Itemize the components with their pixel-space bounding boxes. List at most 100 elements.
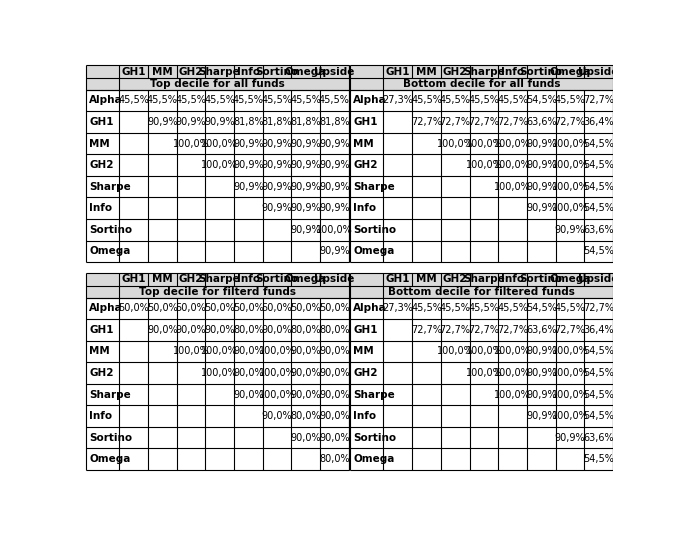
Bar: [350, 273, 613, 470]
Text: Sortino: Sortino: [353, 225, 396, 235]
Bar: [350, 78, 613, 89]
Text: Info: Info: [89, 411, 112, 421]
Text: Sortino: Sortino: [89, 225, 132, 235]
Text: 45,5%: 45,5%: [290, 95, 321, 105]
Text: Upside: Upside: [314, 66, 355, 77]
Text: 90,9%: 90,9%: [176, 117, 206, 127]
Text: 100,0%: 100,0%: [466, 139, 502, 149]
Text: 90,9%: 90,9%: [526, 181, 556, 192]
Text: 90,0%: 90,0%: [290, 433, 321, 442]
Text: 80,0%: 80,0%: [290, 411, 321, 421]
Text: 90,0%: 90,0%: [147, 325, 178, 335]
Text: 90,9%: 90,9%: [526, 368, 556, 378]
Text: 100,0%: 100,0%: [552, 411, 588, 421]
Text: Alpha: Alpha: [353, 303, 387, 314]
Text: 72,7%: 72,7%: [583, 95, 614, 105]
Text: 90,0%: 90,0%: [233, 346, 264, 356]
Text: 100,0%: 100,0%: [552, 368, 588, 378]
Text: 36,4%: 36,4%: [583, 325, 614, 335]
Text: 100,0%: 100,0%: [466, 160, 502, 170]
Text: 100,0%: 100,0%: [437, 139, 473, 149]
Text: 90,9%: 90,9%: [319, 246, 349, 256]
Text: 54,5%: 54,5%: [583, 346, 614, 356]
Text: 100,0%: 100,0%: [259, 346, 296, 356]
Text: Sortino: Sortino: [89, 433, 132, 442]
Text: 72,7%: 72,7%: [411, 117, 442, 127]
Text: GH1: GH1: [353, 325, 378, 335]
Bar: [350, 286, 613, 297]
Text: GH1: GH1: [385, 274, 410, 285]
Text: 50,0%: 50,0%: [176, 303, 206, 314]
Text: 90,0%: 90,0%: [204, 325, 235, 335]
Text: 90,0%: 90,0%: [176, 325, 206, 335]
Text: Bottom decile for all funds: Bottom decile for all funds: [402, 79, 560, 89]
Text: 90,9%: 90,9%: [526, 203, 556, 213]
Text: 100,0%: 100,0%: [494, 389, 531, 400]
Bar: [86, 65, 349, 78]
Text: 54,5%: 54,5%: [583, 454, 614, 464]
Text: Info: Info: [353, 411, 377, 421]
Text: 100,0%: 100,0%: [552, 346, 588, 356]
Text: 90,9%: 90,9%: [526, 139, 556, 149]
Text: 100,0%: 100,0%: [437, 346, 473, 356]
Text: Alpha: Alpha: [353, 95, 387, 105]
Text: 45,5%: 45,5%: [469, 303, 499, 314]
Text: 90,9%: 90,9%: [233, 160, 264, 170]
Text: 90,9%: 90,9%: [262, 181, 292, 192]
Text: 100,0%: 100,0%: [172, 139, 209, 149]
Text: 90,0%: 90,0%: [319, 433, 349, 442]
Text: 54,5%: 54,5%: [583, 246, 614, 256]
Text: 80,0%: 80,0%: [319, 325, 349, 335]
Text: 72,7%: 72,7%: [554, 325, 586, 335]
Text: 50,0%: 50,0%: [233, 303, 264, 314]
Text: GH1: GH1: [89, 325, 114, 335]
Text: 54,5%: 54,5%: [583, 181, 614, 192]
Text: 100,0%: 100,0%: [201, 160, 238, 170]
Text: GH1: GH1: [121, 274, 146, 285]
Text: Info: Info: [89, 203, 112, 213]
Text: 81,8%: 81,8%: [319, 117, 349, 127]
Text: Top decile for filterd funds: Top decile for filterd funds: [139, 287, 296, 297]
Text: GH1: GH1: [353, 117, 378, 127]
Text: 63,6%: 63,6%: [583, 225, 614, 235]
Text: 100,0%: 100,0%: [552, 139, 588, 149]
Text: 100,0%: 100,0%: [172, 346, 209, 356]
Text: 80,0%: 80,0%: [319, 454, 349, 464]
Text: 90,0%: 90,0%: [290, 346, 321, 356]
Text: Bottom decile for filtered funds: Bottom decile for filtered funds: [388, 287, 575, 297]
Text: 80,0%: 80,0%: [290, 325, 321, 335]
Text: 100,0%: 100,0%: [201, 139, 238, 149]
Text: GH2: GH2: [89, 160, 114, 170]
Text: 54,5%: 54,5%: [583, 368, 614, 378]
Text: 90,9%: 90,9%: [233, 139, 264, 149]
Text: 45,5%: 45,5%: [497, 95, 528, 105]
Text: Upside: Upside: [314, 274, 355, 285]
Text: Info: Info: [501, 274, 524, 285]
Text: 50,0%: 50,0%: [319, 303, 349, 314]
Text: Omega: Omega: [285, 274, 326, 285]
Text: Sharpe: Sharpe: [353, 389, 395, 400]
Text: 90,0%: 90,0%: [233, 389, 264, 400]
Text: 72,7%: 72,7%: [554, 117, 586, 127]
Text: 45,5%: 45,5%: [554, 303, 586, 314]
Text: MM: MM: [353, 139, 374, 149]
Text: 45,5%: 45,5%: [319, 95, 350, 105]
Text: 90,0%: 90,0%: [319, 411, 349, 421]
Text: Omega: Omega: [353, 454, 395, 464]
Text: 80,0%: 80,0%: [233, 325, 264, 335]
Text: 90,9%: 90,9%: [319, 160, 349, 170]
Text: GH2: GH2: [443, 66, 467, 77]
Text: Sharpe: Sharpe: [353, 181, 395, 192]
Text: 100,0%: 100,0%: [552, 389, 588, 400]
Text: 45,5%: 45,5%: [233, 95, 264, 105]
Text: Alpha: Alpha: [89, 303, 123, 314]
Text: 27,3%: 27,3%: [383, 95, 413, 105]
Text: 100,0%: 100,0%: [494, 368, 531, 378]
Text: 90,9%: 90,9%: [554, 433, 585, 442]
Text: MM: MM: [89, 139, 110, 149]
Text: 50,0%: 50,0%: [147, 303, 178, 314]
Text: 90,9%: 90,9%: [290, 160, 321, 170]
Text: 90,9%: 90,9%: [526, 389, 556, 400]
Text: 45,5%: 45,5%: [440, 95, 471, 105]
Text: 45,5%: 45,5%: [497, 303, 528, 314]
